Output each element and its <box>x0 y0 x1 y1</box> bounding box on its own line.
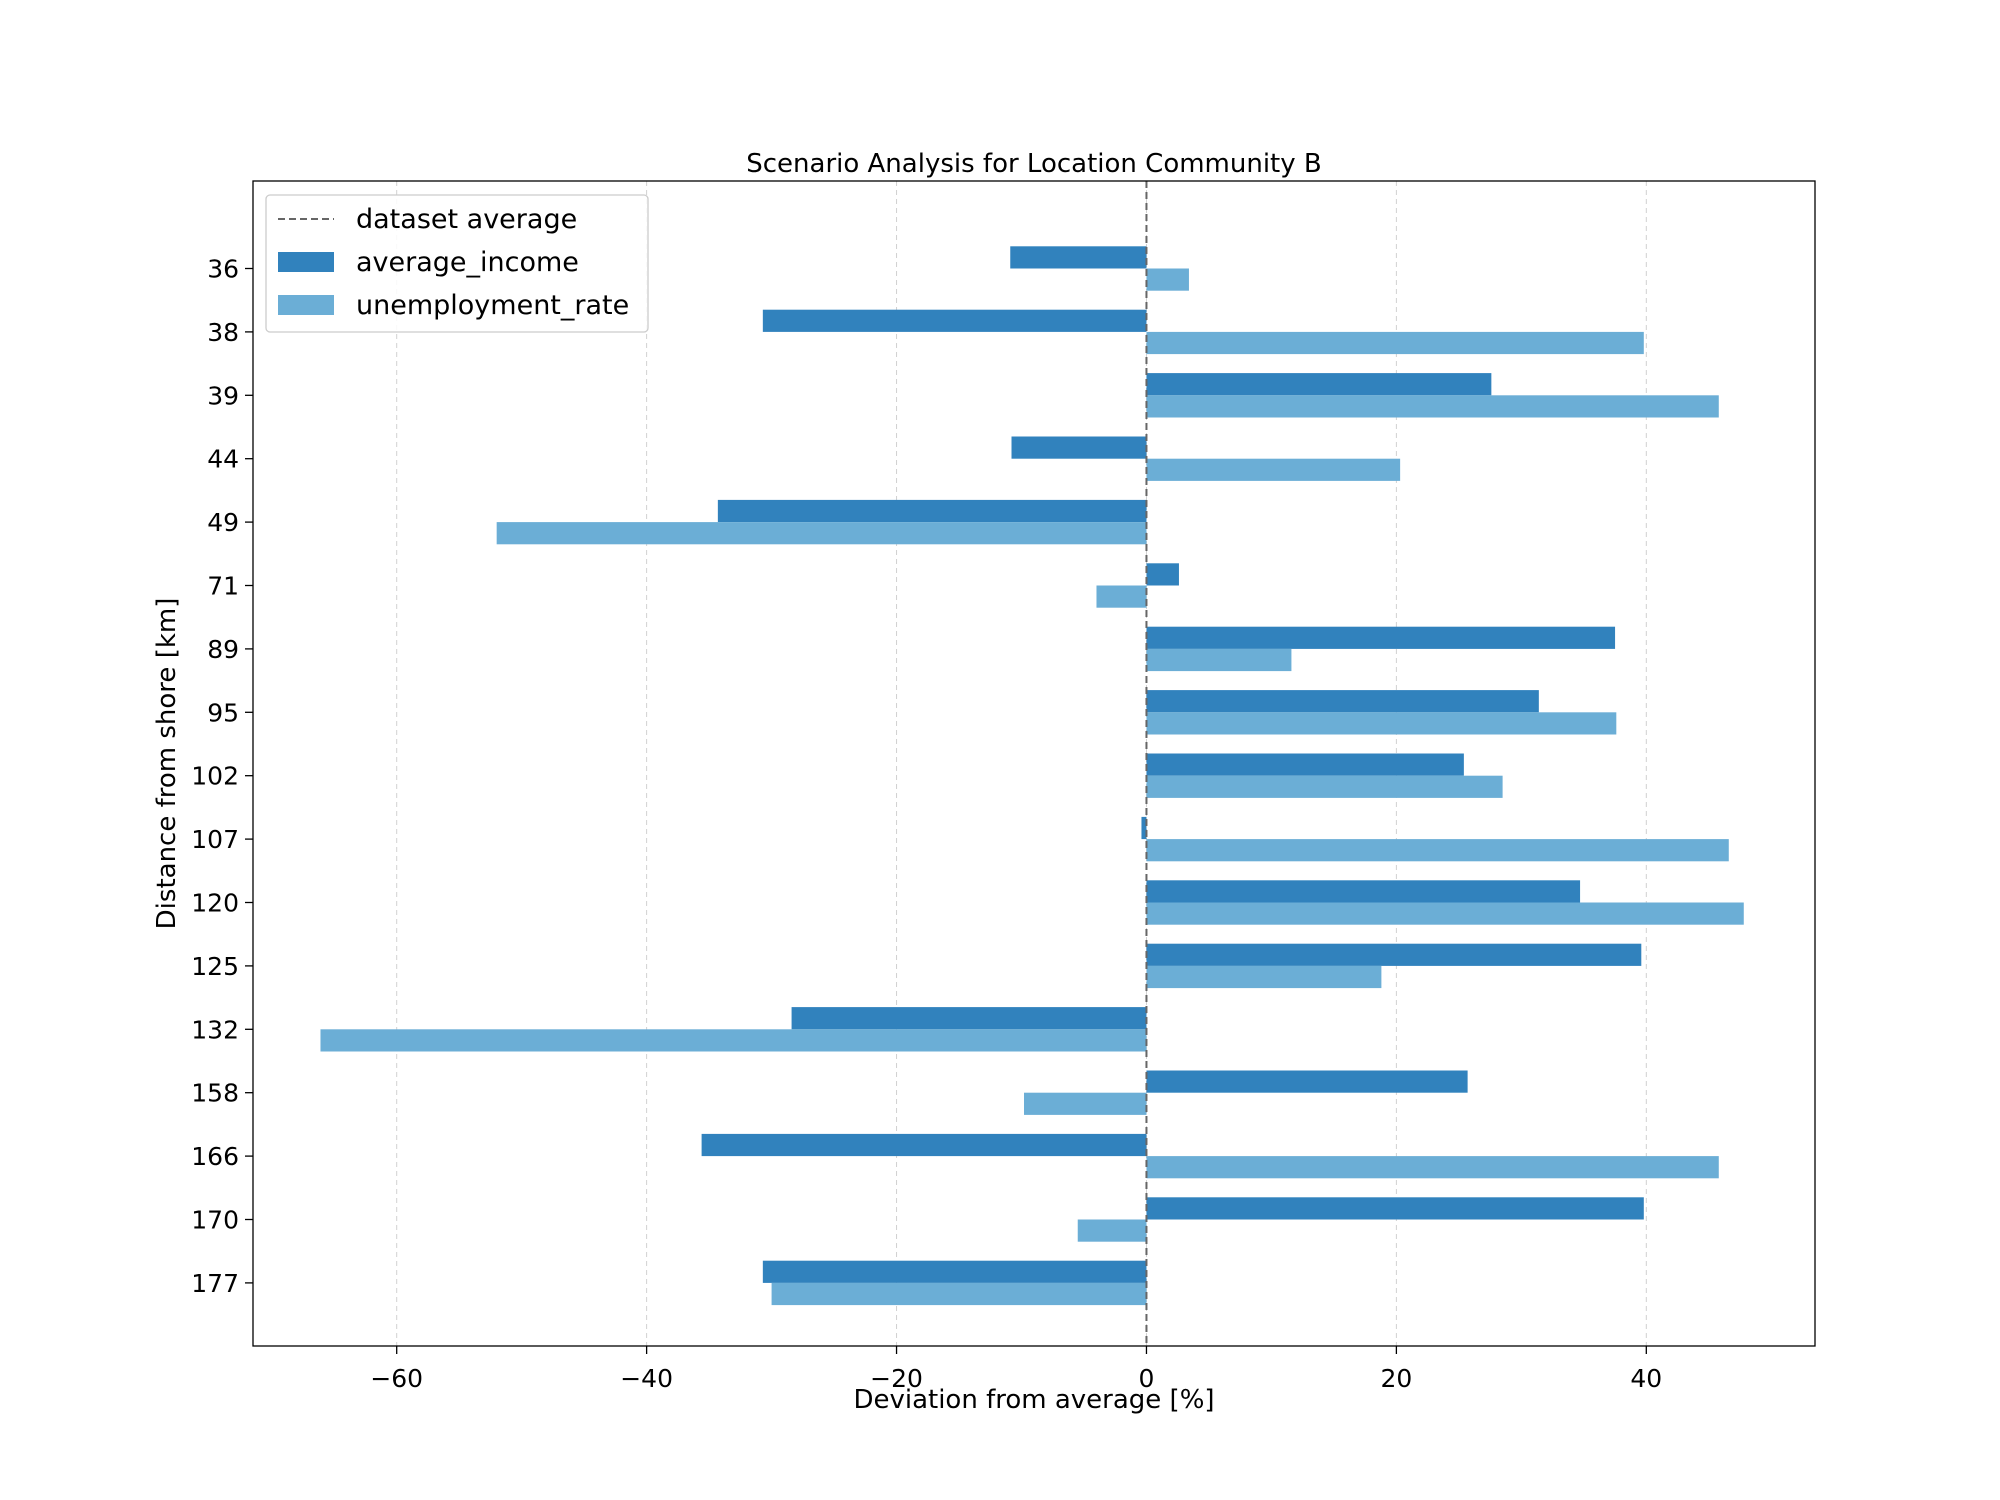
bar-unemployment_rate-120 <box>1146 902 1744 925</box>
bar-unemployment_rate-49 <box>496 522 1147 545</box>
x-tick-label: −20 <box>870 1364 923 1393</box>
bar-unemployment_rate-71 <box>1096 585 1147 608</box>
bar-average_income-170 <box>1146 1197 1644 1220</box>
x-tick-label: −40 <box>620 1364 673 1393</box>
bar-unemployment_rate-177 <box>771 1282 1147 1306</box>
y-tick-label: 125 <box>191 952 239 981</box>
bar-unemployment_rate-38 <box>1146 331 1644 355</box>
legend-label-dataset-average: dataset average <box>356 204 577 235</box>
plot-frame <box>252 180 1816 1347</box>
y-tick-label: 44 <box>207 445 239 474</box>
y-tick-label: 132 <box>191 1015 239 1044</box>
legend-swatch-unemployment_rate <box>278 295 334 315</box>
legend-swatch-average_income <box>278 252 334 272</box>
bar-average_income-38 <box>762 309 1147 332</box>
y-tick-label: 95 <box>207 698 239 727</box>
bar-average_income-125 <box>1146 943 1642 966</box>
bar-average_income-158 <box>1146 1070 1468 1093</box>
bar-average_income-44 <box>1011 436 1147 459</box>
chart-title: Scenario Analysis for Location Community… <box>746 149 1322 179</box>
bar-unemployment_rate-44 <box>1146 458 1401 481</box>
bar-average_income-166 <box>701 1133 1147 1157</box>
x-axis-ticks: −60 −40 −20 0 20 40 <box>370 1346 1662 1393</box>
y-tick-label: 120 <box>191 889 239 918</box>
bar-unemployment_rate-107 <box>1146 839 1729 862</box>
bar-unemployment_rate-36 <box>1146 268 1189 291</box>
y-tick-label: 177 <box>191 1269 239 1298</box>
x-tick-label: 40 <box>1630 1364 1662 1393</box>
y-tick-label: 71 <box>207 572 239 601</box>
bar-unemployment_rate-125 <box>1146 965 1382 989</box>
bars <box>320 246 1744 1306</box>
x-axis-label: Deviation from average [%] <box>853 1385 1214 1415</box>
bar-unemployment_rate-170 <box>1077 1219 1147 1242</box>
y-tick-label: 102 <box>191 762 239 791</box>
y-tick-label: 166 <box>191 1142 239 1171</box>
y-tick-label: 38 <box>207 318 239 347</box>
y-axis-ticks: 36 38 39 44 49 71 89 95 102 107 120 125 132 158 166 170… <box>191 255 253 1298</box>
x-tick-label: 20 <box>1380 1364 1412 1393</box>
y-tick-label: 49 <box>207 508 239 537</box>
y-tick-label: 158 <box>191 1079 239 1108</box>
bar-average_income-36 <box>1010 246 1147 269</box>
bar-average_income-102 <box>1146 753 1464 776</box>
legend-label-average_income: average_income <box>356 247 579 278</box>
bar-unemployment_rate-132 <box>320 1029 1147 1052</box>
legend: dataset average average_income unemploymen… <box>265 194 649 333</box>
y-tick-label: 170 <box>191 1206 239 1235</box>
bar-unemployment_rate-102 <box>1146 775 1503 798</box>
bar-average_income-95 <box>1146 690 1539 713</box>
y-tick-label: 39 <box>207 381 239 410</box>
y-tick-label: 36 <box>207 255 239 284</box>
x-tick-label: 0 <box>1139 1364 1155 1393</box>
x-tick-label: −60 <box>370 1364 423 1393</box>
y-tick-label: 89 <box>207 635 239 664</box>
bar-average_income-120 <box>1146 880 1581 903</box>
bar-unemployment_rate-39 <box>1146 395 1719 418</box>
bar-unemployment_rate-166 <box>1146 1156 1719 1179</box>
bar-average_income-71 <box>1146 563 1179 586</box>
bar-average_income-49 <box>717 499 1147 523</box>
bar-unemployment_rate-95 <box>1146 712 1617 735</box>
y-axis-label: Distance from shore [km] <box>152 598 182 930</box>
bar-average_income-39 <box>1146 373 1492 396</box>
bar-average_income-107 <box>1141 816 1147 840</box>
legend-label-unemployment_rate: unemployment_rate <box>356 290 629 321</box>
bar-average_income-89 <box>1146 626 1616 649</box>
legend-box <box>265 194 649 333</box>
y-tick-label: 107 <box>191 825 239 854</box>
bar-unemployment_rate-158 <box>1024 1092 1147 1115</box>
bar-average_income-177 <box>762 1260 1147 1283</box>
bar-unemployment_rate-89 <box>1146 648 1292 672</box>
bar-average_income-132 <box>791 1007 1147 1030</box>
